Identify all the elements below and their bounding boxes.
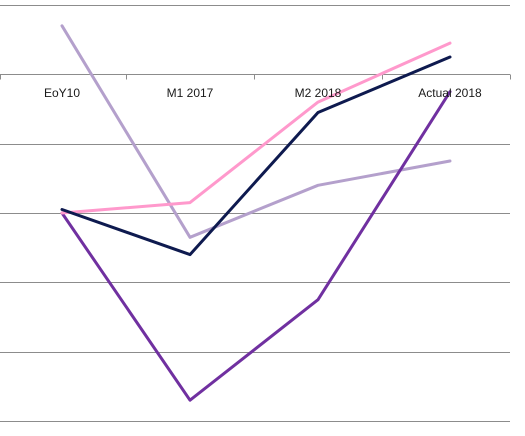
series-line-3 [60,55,452,257]
category-label-3: Actual 2018 [418,86,482,100]
category-label-0: EoY10 [44,86,80,100]
series-line-0 [60,24,452,239]
series-line-2 [60,41,452,215]
series-layer [60,24,452,402]
gridlines [0,5,511,422]
category-label-1: M1 2017 [167,86,214,100]
category-label-2: M2 2018 [295,86,342,100]
category-labels: EoY10 M1 2017 M2 2018 Actual 2018 [44,86,482,100]
series-line-1 [60,90,452,402]
